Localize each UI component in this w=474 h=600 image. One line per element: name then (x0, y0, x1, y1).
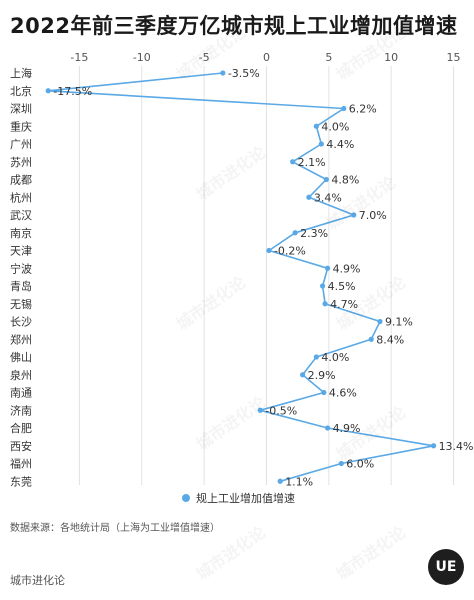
data-label: 2.9% (308, 369, 336, 382)
data-label: 4.0% (321, 120, 349, 133)
data-label: 8.4% (376, 333, 404, 346)
category-label: 天津 (10, 245, 32, 258)
category-label: 无锡 (10, 297, 32, 311)
page-title: 2022年前三季度万亿城市规上工业增加值增速 (10, 14, 458, 38)
category-label: 合肥 (10, 421, 32, 435)
data-label: 6.2% (349, 103, 377, 116)
data-label: 4.0% (321, 351, 349, 364)
data-label: 4.9% (333, 422, 361, 435)
x-tick-label: 5 (325, 51, 332, 64)
data-point (377, 318, 383, 325)
category-label: 上海 (10, 66, 32, 80)
data-label: 4.4% (326, 138, 354, 151)
watermark-text: 城市进化论 (330, 519, 409, 585)
data-label: 2.3% (300, 227, 328, 240)
category-label: 西安 (10, 439, 32, 453)
x-tick-label: -5 (199, 51, 210, 64)
data-label: 4.9% (333, 262, 361, 275)
category-label: 郑州 (10, 332, 32, 346)
category-label: 北京 (10, 84, 32, 98)
category-label: 南通 (10, 387, 32, 400)
category-label: 青岛 (10, 279, 32, 293)
data-label: -3.5% (228, 67, 260, 80)
data-label: 13.4% (439, 440, 474, 453)
data-point (318, 141, 324, 147)
data-point (277, 478, 283, 484)
category-label: 武汉 (10, 209, 32, 222)
data-label: 4.6% (329, 387, 357, 400)
x-tick-label: 15 (447, 51, 461, 64)
category-label: 成都 (10, 174, 32, 187)
data-point (319, 283, 326, 289)
data-point (430, 443, 437, 449)
x-tick-label: -15 (70, 51, 88, 64)
data-label: 4.8% (331, 174, 359, 187)
legend-label: 规上工业增加值增速 (196, 491, 295, 505)
category-label: 福州 (10, 457, 32, 471)
source-note: 数据来源：各地统计局（上海为工业增值增速） (10, 523, 220, 534)
data-label: 4.5% (328, 280, 356, 293)
category-label: 济南 (10, 403, 32, 417)
data-point (257, 407, 263, 413)
data-point (290, 159, 296, 165)
category-label: 泉州 (10, 368, 32, 382)
data-point (321, 389, 327, 396)
category-label: 佛山 (10, 351, 32, 364)
data-point (341, 105, 347, 112)
data-point (266, 247, 272, 254)
category-label: 南京 (10, 226, 32, 240)
x-tick-label: -10 (133, 51, 151, 64)
data-point (45, 88, 51, 94)
data-label: -0.2% (274, 245, 306, 258)
data-point (300, 372, 306, 378)
data-label: 6.0% (346, 458, 374, 471)
data-label: 3.4% (314, 191, 342, 204)
category-label: 长沙 (10, 316, 32, 329)
data-point (338, 460, 344, 467)
data-point (220, 70, 226, 76)
legend-marker (182, 494, 190, 502)
category-label: 苏州 (10, 156, 32, 169)
data-label: 2.1% (298, 156, 326, 169)
category-label: 东莞 (10, 475, 32, 488)
data-point (313, 354, 319, 360)
x-tick-label: 0 (263, 51, 270, 64)
data-label: 9.1% (385, 316, 413, 329)
category-label: 宁波 (10, 261, 32, 275)
data-point (324, 425, 331, 431)
category-label: 广州 (10, 138, 32, 151)
data-point (292, 230, 298, 236)
category-label: 杭州 (10, 190, 32, 204)
category-label: 深圳 (10, 103, 32, 116)
brand-name: 城市进化论 (10, 574, 65, 587)
data-label: -17.5% (53, 85, 92, 98)
data-point (368, 336, 374, 342)
brand-logo: UE (428, 549, 464, 585)
series-line (47, 72, 435, 483)
category-label: 重庆 (10, 119, 32, 133)
data-label: -0.5% (265, 404, 297, 417)
x-tick-label: 10 (384, 51, 398, 64)
data-point (324, 265, 331, 271)
data-label: 4.7% (330, 298, 358, 311)
data-point (306, 194, 312, 200)
data-point (322, 301, 328, 307)
data-point (313, 123, 319, 129)
data-label: 1.1% (285, 475, 313, 488)
data-point (323, 176, 329, 183)
data-label: 7.0% (359, 209, 387, 222)
data-point (351, 212, 357, 218)
line-chart: -15 -10 -5 0 5 10 15 上海北京深圳重庆广州苏州成都杭州武汉南京天津宁波青岛… (10, 51, 474, 505)
